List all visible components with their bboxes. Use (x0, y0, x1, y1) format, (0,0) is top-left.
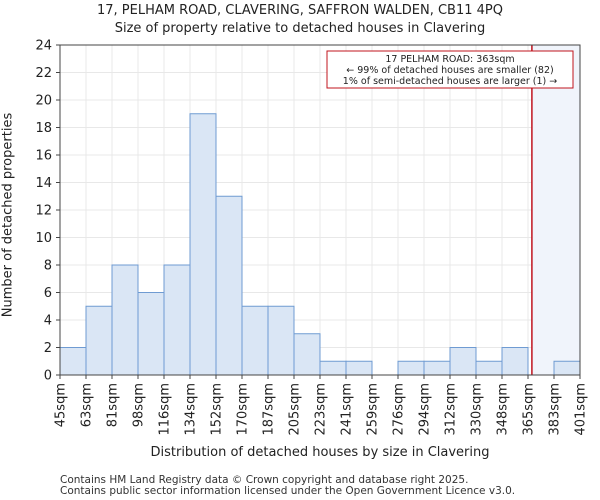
bar-45sqm (59, 347, 87, 376)
x-tick-label: 205sqm (288, 383, 303, 436)
bar-383sqm (553, 360, 581, 376)
x-axis-ticks: 45sqm 63sqm 81sqm 98sqm 116sqm 134sqm 152sqm 17… (54, 375, 589, 436)
x-tick-label: 170sqm (236, 383, 251, 436)
bar-98sqm (137, 292, 165, 376)
x-tick-label: 276sqm (392, 383, 407, 436)
bars (59, 113, 581, 376)
y-tick-label: 4 (44, 314, 52, 329)
bar-152sqm (215, 195, 243, 376)
y-tick-label: 12 (35, 204, 52, 219)
bar-187sqm (267, 305, 295, 376)
bar-205sqm (293, 333, 321, 376)
bar-63sqm (85, 305, 113, 376)
x-tick-label: 294sqm (418, 383, 433, 436)
y-tick-label: 8 (44, 259, 52, 274)
bar-116sqm (163, 264, 191, 376)
bar-348sqm (501, 347, 529, 376)
y-tick-label: 20 (35, 94, 52, 109)
chart-subtitle: Size of property relative to detached ho… (114, 21, 486, 36)
x-tick-label: 401sqm (574, 383, 589, 436)
y-tick-label: 6 (44, 286, 52, 301)
x-tick-label: 152sqm (210, 383, 225, 436)
bar-330sqm (475, 360, 503, 376)
x-tick-label: 223sqm (314, 383, 329, 436)
bar-223sqm (319, 360, 347, 376)
x-tick-label: 365sqm (522, 383, 537, 436)
footer-line-1: Contains HM Land Registry data © Crown c… (60, 474, 469, 486)
x-tick-label: 63sqm (80, 383, 95, 427)
annotation-frame (326, 50, 574, 89)
x-tick-label: 241sqm (340, 383, 355, 436)
y-tick-label: 16 (35, 149, 52, 164)
annotation-box: 17 PELHAM ROAD: 363sqm ← 99% of detached… (326, 50, 574, 89)
bar-81sqm (111, 264, 139, 376)
x-tick-label: 383sqm (548, 383, 563, 436)
x-tick-label: 134sqm (184, 383, 199, 436)
bar-312sqm (449, 347, 477, 376)
larger-region-shade (531, 45, 580, 375)
annotation-line-3: 1% of semi-detached houses are larger (1… (343, 76, 557, 87)
x-tick-label: 116sqm (158, 383, 173, 436)
x-axis-label: Distribution of detached houses by size … (150, 445, 490, 460)
x-tick-label: 187sqm (262, 383, 277, 436)
y-tick-label: 14 (35, 176, 52, 191)
bar-294sqm (423, 360, 451, 376)
annotation-line-1: 17 PELHAM ROAD: 363sqm (385, 54, 514, 65)
y-tick-label: 2 (44, 341, 52, 356)
chart-title: 17, PELHAM ROAD, CLAVERING, SAFFRON WALD… (96, 3, 503, 18)
bar-170sqm (241, 305, 269, 376)
y-tick-label: 24 (35, 39, 52, 54)
x-tick-label: 348sqm (496, 383, 511, 436)
y-tick-label: 10 (35, 231, 52, 246)
bar-134sqm (189, 113, 217, 376)
annotation-line-2: ← 99% of detached houses are smaller (82… (346, 65, 553, 76)
y-tick-label: 18 (35, 121, 52, 136)
y-axis-label: Number of detached properties (0, 112, 16, 318)
x-tick-label: 259sqm (366, 383, 381, 436)
y-tick-label: 0 (44, 369, 52, 384)
x-tick-label: 330sqm (470, 383, 485, 436)
bar-276sqm (397, 360, 425, 376)
x-tick-label: 81sqm (106, 383, 121, 427)
x-tick-label: 312sqm (444, 383, 459, 436)
bar-241sqm (345, 360, 373, 376)
x-tick-label: 45sqm (54, 383, 69, 427)
x-tick-label: 98sqm (132, 383, 147, 427)
footer-line-2: Contains public sector information licen… (60, 485, 516, 497)
y-tick-label: 22 (35, 66, 52, 81)
